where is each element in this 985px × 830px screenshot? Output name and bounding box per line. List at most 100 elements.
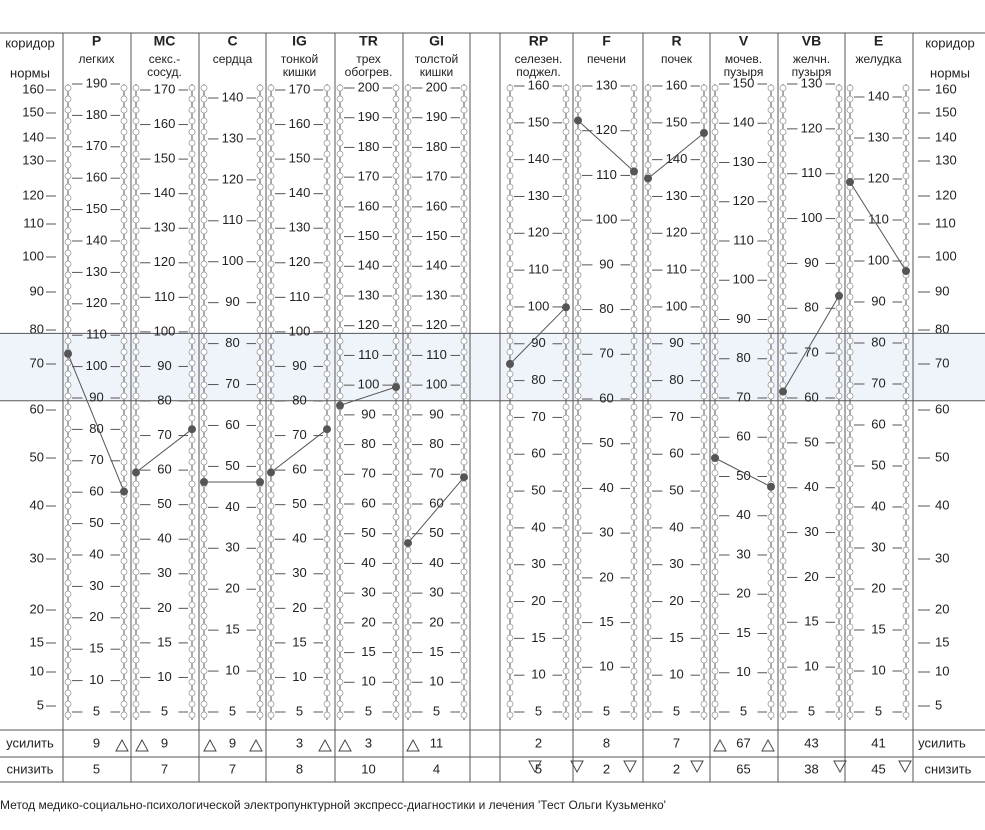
meter-dot [644,436,652,444]
meter-dot [711,227,719,235]
column-label: 70 [225,376,239,391]
column-label: 90 [669,335,683,350]
meter-dot [267,436,275,444]
meter-dot [120,436,128,444]
meter-dot [64,260,72,268]
meter-dot [392,645,400,653]
meter-dot [767,150,775,158]
meter-dot [267,117,275,125]
column-label: 90 [599,256,613,271]
reading-left [574,116,582,125]
meter-dot [404,700,412,708]
column-label: 10 [531,667,545,682]
meter-dot [200,392,208,400]
meter-dot [779,700,787,708]
column-label: 30 [429,585,443,600]
meter-dot [630,425,638,433]
meter-dot [779,348,787,356]
meter-dot [574,249,582,257]
column-label: 60 [736,429,750,444]
meter-dot [846,634,854,642]
column-label: 20 [89,609,103,624]
column-label: 20 [736,586,750,601]
meter-dot [256,348,264,356]
column-label: 40 [599,480,613,495]
meter-dot [506,106,514,114]
meter-dot [256,139,264,147]
meter-dot [188,700,196,708]
meter-dot [835,260,843,268]
meter-dot [404,139,412,147]
meter-dot [779,546,787,554]
meter-dot [132,95,140,103]
meter-dot [323,381,331,389]
meter-dot [132,249,140,257]
meter-dot [846,612,854,620]
meter-dot [700,260,708,268]
meter-dot [188,535,196,543]
meter-dot [392,458,400,466]
meter-dot [630,568,638,576]
meter-dot [336,689,344,697]
meter-dot [835,546,843,554]
meter-dot [336,414,344,422]
meter-dot [460,590,468,598]
meter-dot [64,469,72,477]
meter-dot [644,216,652,224]
column-label: 140 [154,185,176,200]
scale-label: 5 [935,697,942,712]
meter-dot [323,293,331,301]
row-label: снизить [7,761,54,776]
meter-dot [767,513,775,521]
meter-dot [256,205,264,213]
column-label: 70 [429,466,443,481]
scale-label: 90 [30,283,44,298]
meter-dot [323,161,331,169]
meter-dot [630,282,638,290]
meter-dot [188,183,196,191]
meter-dot [700,227,708,235]
column-label: 120 [733,193,755,208]
meter-dot [404,656,412,664]
column-label: 15 [429,644,443,659]
column-label: 100 [528,298,550,313]
meter-dot [835,194,843,202]
meter-dot [630,117,638,125]
row-label: снизить [925,761,972,776]
meter-dot [132,678,140,686]
column-label: 130 [86,264,108,279]
meter-dot [132,381,140,389]
meter-dot [562,436,570,444]
meter-dot [132,326,140,334]
meter-dot [767,568,775,576]
meter-dot [506,271,514,279]
meter-dot [404,612,412,620]
meter-dot [644,469,652,477]
meter-dot [336,656,344,664]
column-label: 180 [426,139,448,154]
meter-dot [404,601,412,609]
meter-dot [506,634,514,642]
meter-dot [64,271,72,279]
meter-dot [902,513,910,521]
meter-dot [200,656,208,664]
meter-dot [846,304,854,312]
scale-label: 140 [22,129,44,144]
meter-dot [323,95,331,103]
meter-dot [835,359,843,367]
meter-dot [64,183,72,191]
meter-dot [506,436,514,444]
meter-dot [506,623,514,631]
column-label: 150 [289,151,311,166]
meter-dot [200,238,208,246]
meter-dot [120,601,128,609]
meter-dot [574,480,582,488]
meter-dot [323,304,331,312]
meter-dot [460,524,468,532]
meter-dot [835,403,843,411]
meter-dot [574,260,582,268]
meter-dot [506,139,514,147]
meter-dot [846,293,854,301]
column-label: 150 [528,114,550,129]
meter-dot [460,282,468,290]
